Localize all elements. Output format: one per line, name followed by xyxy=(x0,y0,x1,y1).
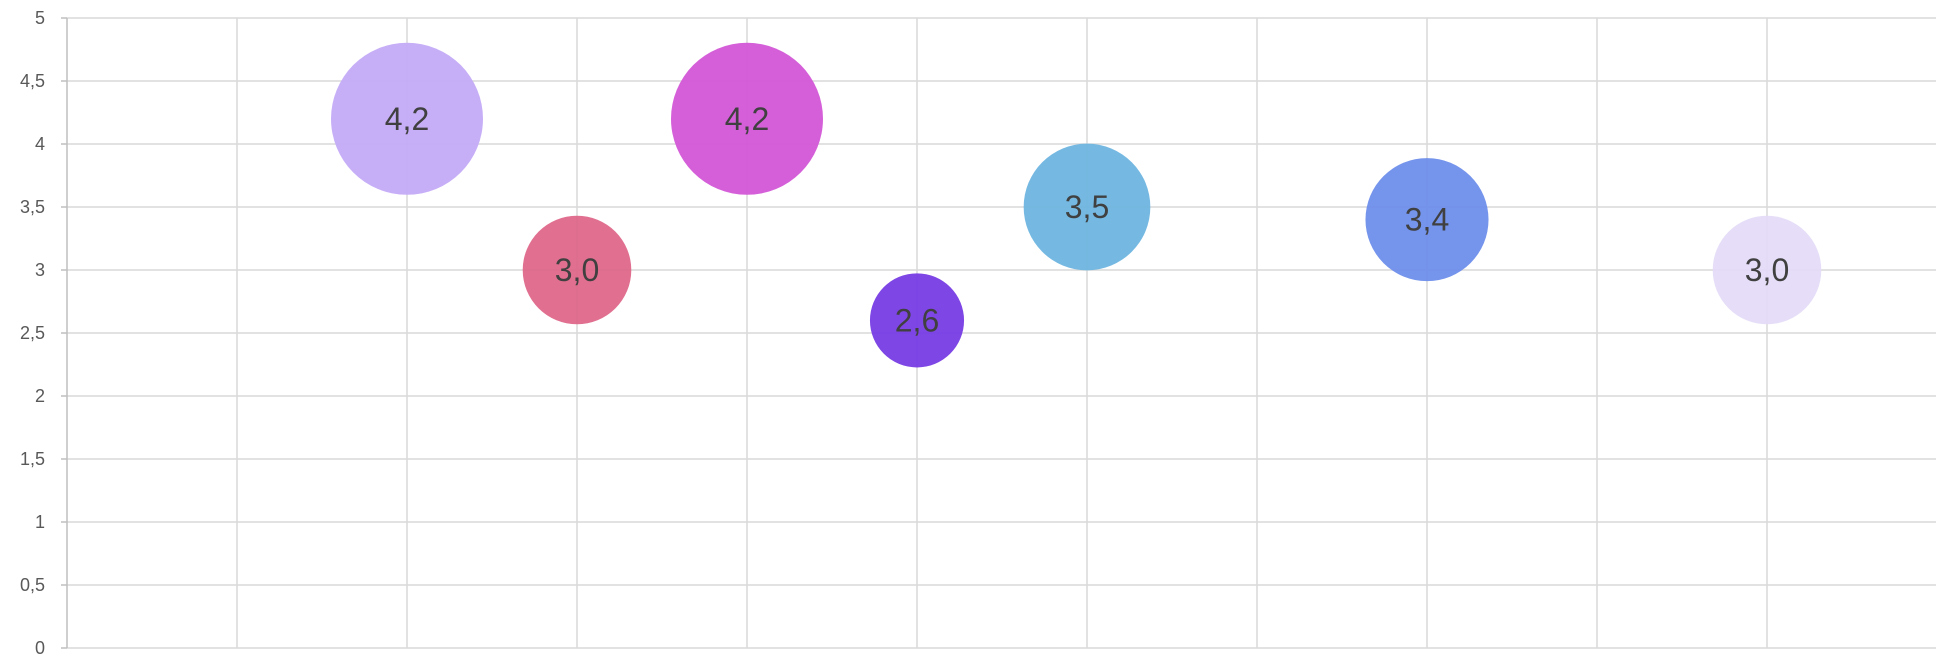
bubble-data-label: 3,4 xyxy=(1405,202,1449,238)
y-tick-label: 2 xyxy=(35,386,45,406)
bubble[interactable] xyxy=(1712,215,1822,325)
bubble[interactable] xyxy=(1365,158,1489,282)
bubbles xyxy=(331,42,1822,368)
bubble[interactable] xyxy=(1023,143,1151,271)
bubble-data-label: 3,0 xyxy=(1745,252,1789,288)
grid-lines xyxy=(67,17,1936,649)
y-tick-label: 5 xyxy=(35,8,45,28)
y-axis-tick-labels: 0 0,5 1 1,5 2 2,5 3 3,5 4 4,5 5 xyxy=(20,8,45,658)
y-tick-label: 0,5 xyxy=(20,575,45,595)
bubble-data-label: 3,5 xyxy=(1065,189,1109,225)
y-tick-label: 4 xyxy=(35,134,45,154)
bubble[interactable] xyxy=(522,215,632,325)
y-tick-label: 1 xyxy=(35,512,45,532)
y-tick-label: 3 xyxy=(35,260,45,280)
bubble[interactable] xyxy=(331,42,483,195)
y-tick-label: 3,5 xyxy=(20,197,45,217)
bubble-data-label: 4,2 xyxy=(385,101,429,137)
data-labels: 4,2 3,0 4,2 2,6 3,5 3,4 3,0 xyxy=(385,101,1789,339)
axes xyxy=(61,17,68,649)
bubble-data-label: 4,2 xyxy=(725,101,769,137)
bubble-data-label: 3,0 xyxy=(555,252,599,288)
y-tick-label: 4,5 xyxy=(20,71,45,91)
y-tick-label: 1,5 xyxy=(20,449,45,469)
bubble-data-label: 2,6 xyxy=(895,302,939,338)
bubble[interactable] xyxy=(671,42,823,195)
y-tick-label: 0 xyxy=(35,638,45,658)
bubble[interactable] xyxy=(869,273,965,368)
y-tick-label: 2,5 xyxy=(20,323,45,343)
